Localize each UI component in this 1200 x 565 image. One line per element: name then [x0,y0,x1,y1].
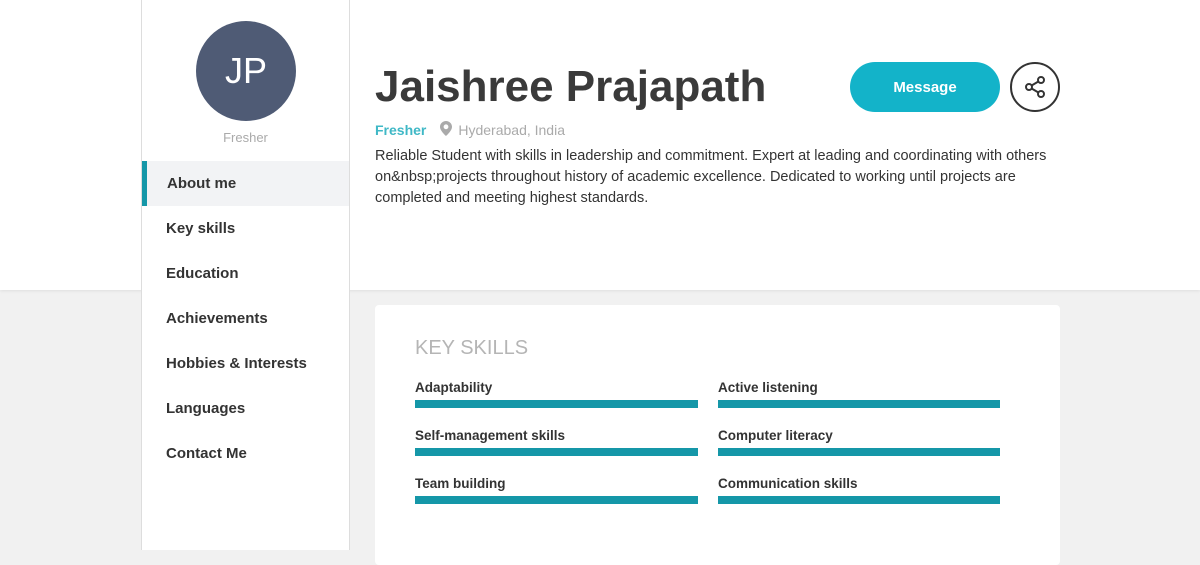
skill-item: Self-management skills [415,428,698,476]
skill-bar [415,448,698,456]
skill-item: Adaptability [415,380,698,428]
profile-description: Reliable Student with skills in leadersh… [375,148,1047,206]
sidebar-subtitle: Fresher [223,130,268,145]
sidebar-item-languages[interactable]: Languages [166,400,246,417]
skill-bar [718,400,1000,408]
skills-grid: Adaptability Active listening Self-managem… [415,380,1000,524]
sidebar-item-about-me[interactable]: About me [142,161,349,206]
profile-location: Hyderabad, India [458,122,565,138]
key-skills-title: KEY SKILLS [415,337,529,359]
skill-bar [415,400,698,408]
skill-label: Self-management skills [415,428,566,443]
skill-bar [415,496,698,504]
sidebar-item-education[interactable]: Education [166,265,239,282]
skill-item: Active listening [718,380,1000,428]
sidebar-nav: About me Key skills Education Achievemen… [142,161,349,476]
share-button[interactable] [1010,62,1060,112]
sidebar-item-key-skills[interactable]: Key skills [166,220,236,237]
profile-meta: Fresher Hyderabad, India [375,121,565,139]
skill-bar-fill [415,448,698,456]
skill-bar-fill [415,496,698,504]
sidebar-item-achievements[interactable]: Achievements [166,310,268,327]
skill-bar [718,448,1000,456]
skill-item: Team building [415,476,698,524]
key-skills-card: KEY SKILLS Adaptability Active listening S… [375,305,1060,565]
sidebar-item-hobbies[interactable]: Hobbies & Interests [166,355,307,372]
skill-label: Active listening [718,380,818,395]
skill-label: Computer literacy [718,428,833,443]
profile-role: Fresher [375,122,427,138]
profile-name: Jaishree Prajapath [375,62,767,111]
skill-bar [718,496,1000,504]
sidebar: JP Fresher About me Key skills Education… [141,0,350,550]
skill-label: Team building [415,476,506,491]
share-icon [1025,76,1045,98]
skill-item: Communication skills [718,476,1000,524]
message-button[interactable]: Message [850,62,1000,112]
skill-label: Communication skills [718,476,858,491]
sidebar-item-contact[interactable]: Contact Me [166,445,247,462]
skill-label: Adaptability [415,380,493,395]
skill-bar-fill [718,496,1000,504]
skill-item: Computer literacy [718,428,1000,476]
avatar-initials: JP [224,50,267,91]
skill-bar-fill [415,400,698,408]
location-pin-icon [440,121,453,139]
skill-bar-fill [718,400,1000,408]
skill-bar-fill [718,448,1000,456]
avatar: JP [196,21,296,121]
